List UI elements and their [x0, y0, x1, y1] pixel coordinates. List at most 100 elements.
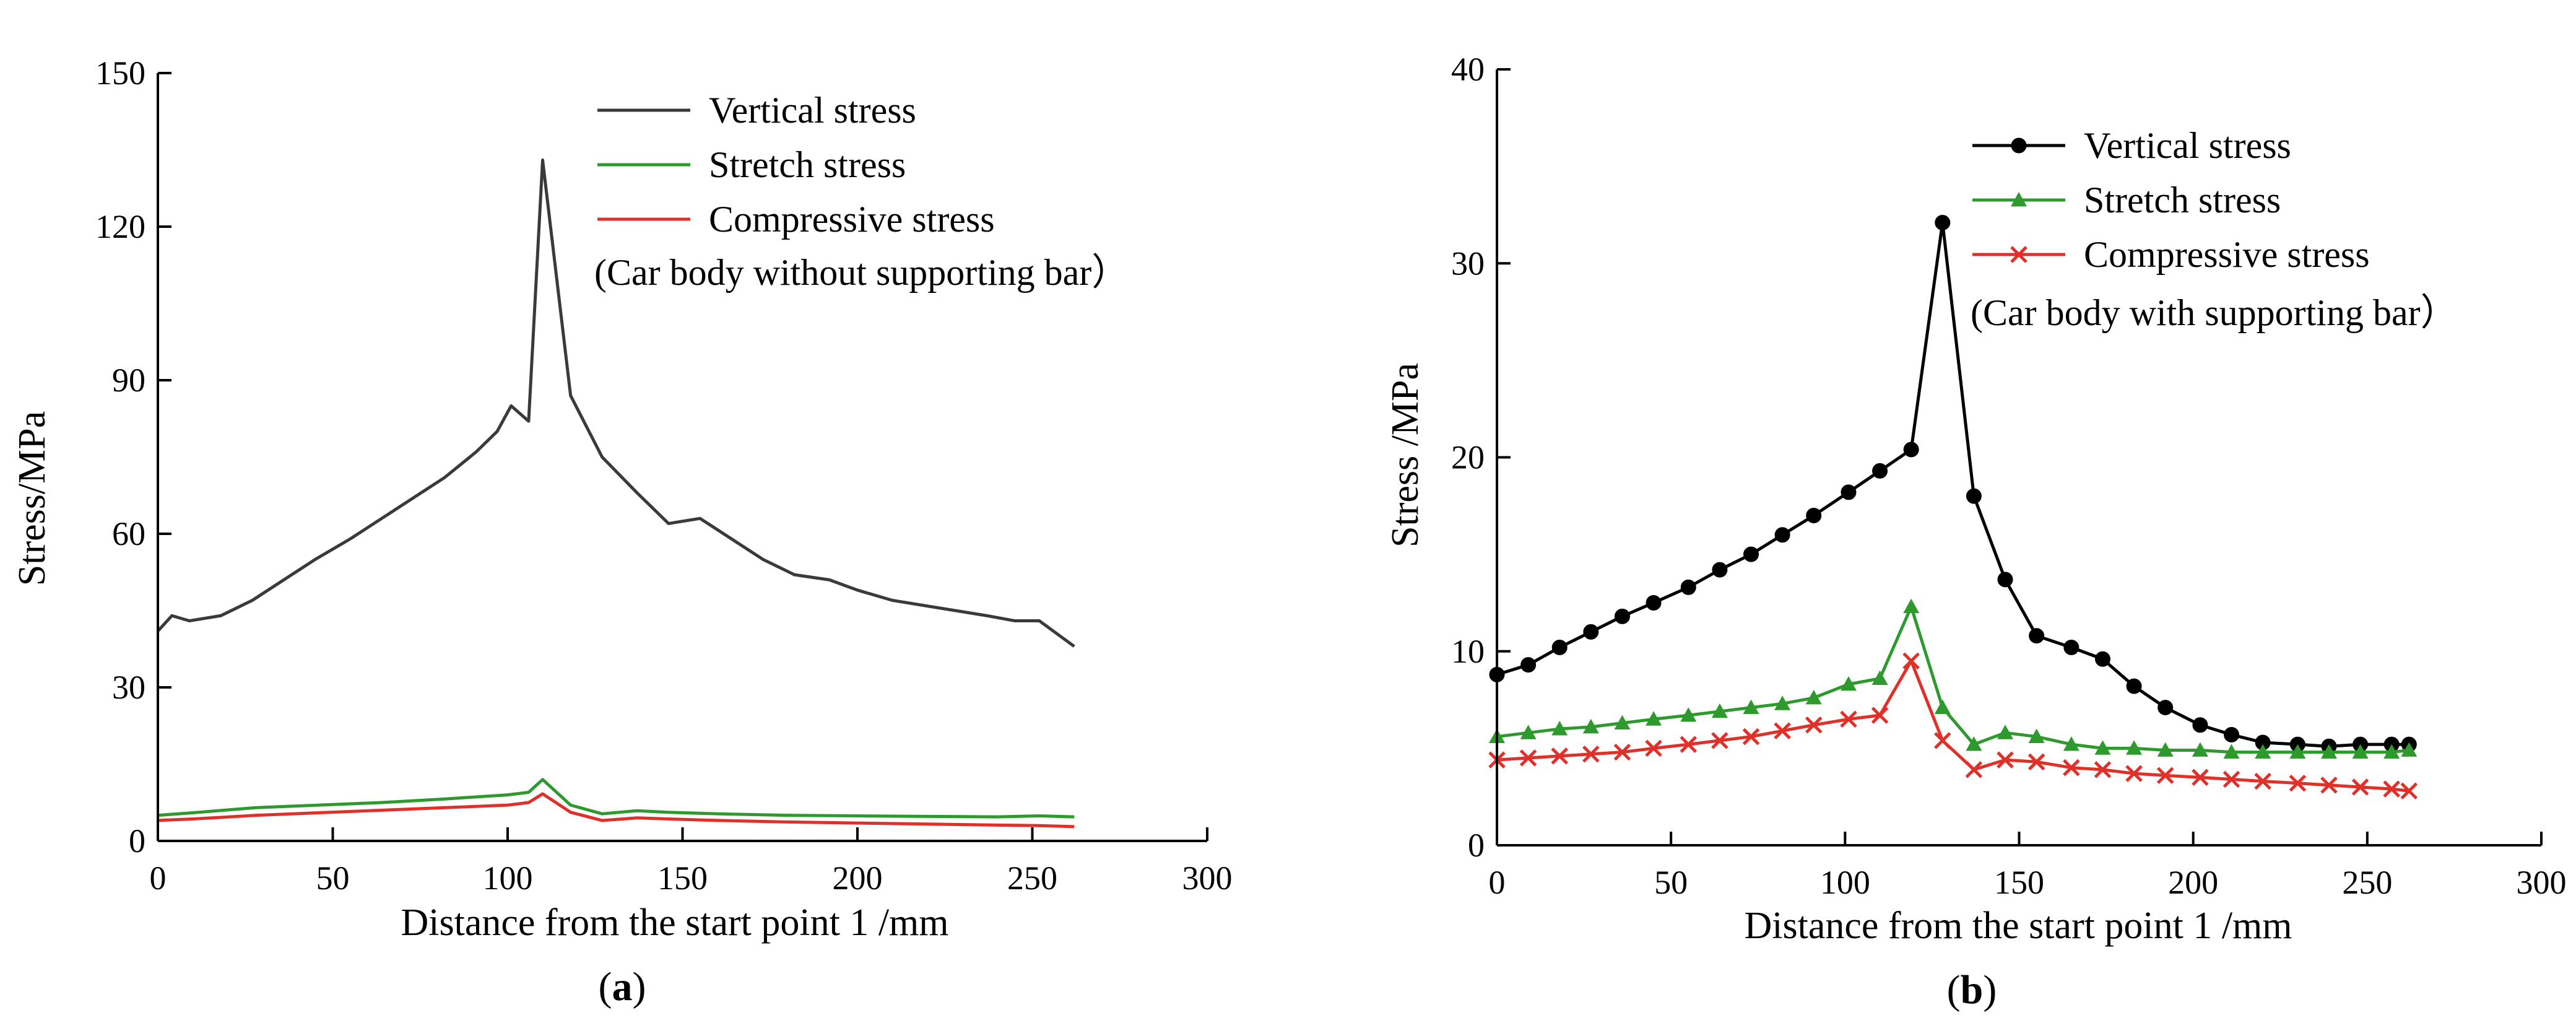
plot-area-a: [157, 159, 1075, 829]
y-tick-label-b: 10: [1451, 633, 1485, 670]
y-tick-label-b: 30: [1451, 245, 1485, 282]
data-point-b-0: [1680, 579, 1696, 595]
data-point-b-2: [1742, 728, 1760, 746]
x-tick-label-a: 50: [316, 860, 350, 897]
data-point-b-2: [1805, 716, 1823, 734]
data-point-b-1: [1840, 676, 1857, 691]
data-point-b-0: [2029, 628, 2045, 644]
data-point-b-0: [1966, 488, 1982, 504]
data-point-b-0: [2126, 678, 2142, 694]
data-point-b-2: [1965, 761, 1983, 778]
legend-marker-b-0: [2011, 137, 2027, 154]
x-tick-label-a: 100: [483, 860, 533, 897]
data-point-b-2: [1934, 732, 1951, 749]
data-point-b-0: [1774, 527, 1790, 543]
data-point-b-1: [2289, 744, 2306, 759]
plot-area-b: [1488, 214, 2418, 800]
data-point-b-2: [1711, 732, 1728, 749]
x-tick-label-b: 100: [1820, 864, 1870, 901]
data-point-b-0: [1806, 507, 1822, 523]
data-point-b-1: [2320, 744, 2337, 759]
y-axis-title-b: Stress /MPa: [1384, 363, 1426, 547]
data-point-b-2: [2156, 767, 2174, 784]
y-tick-label-b: 0: [1468, 827, 1485, 864]
x-axis-title-b: Distance from the start point 1 /mm: [1744, 905, 2292, 947]
y-tick-label-a: 150: [95, 54, 145, 92]
legend-label-b-2: Compressive stress: [2084, 234, 2370, 275]
legend-label-a-1: Stretch stress: [709, 144, 906, 185]
data-point-b-1: [2352, 744, 2369, 759]
data-point-b-0: [1614, 608, 1630, 624]
data-point-b-0: [1743, 546, 1759, 562]
data-point-b-1: [1520, 725, 1537, 739]
data-point-b-1: [1871, 670, 1888, 686]
data-point-b-0: [1551, 639, 1568, 655]
chart-panel-a: 0 50 100 150 200 250 300 0 30 60 90 120 150 Stress/M…: [11, 54, 1233, 1009]
data-point-b-1: [1680, 707, 1697, 722]
data-point-b-2: [2223, 770, 2240, 788]
series-line-b-1: [1496, 605, 2409, 754]
x-tick-label-a: 0: [150, 860, 167, 897]
data-point-b-0: [2224, 726, 2240, 742]
legend-b: Vertical stress Stretch stress Compressive…: [1972, 125, 2370, 275]
annotation-b: (Car body with supporting bar）: [1971, 292, 2458, 333]
data-point-b-2: [1774, 722, 1791, 739]
data-point-b-1: [1711, 703, 1728, 718]
legend-label-a-0: Vertical stress: [709, 90, 916, 131]
series-line-a-0: [157, 159, 1075, 648]
x-tick-label-b: 250: [2342, 864, 2392, 901]
annotation-a: (Car body without supporting bar）: [594, 252, 1129, 293]
data-point-b-1: [1934, 699, 1951, 714]
data-point-b-1: [2223, 744, 2240, 759]
data-point-b-2: [2125, 765, 2143, 782]
data-point-b-2: [1997, 751, 2014, 768]
data-point-b-2: [2027, 753, 2045, 771]
data-point-b-2: [2254, 772, 2271, 790]
panel-label-b: (b): [1947, 967, 1997, 1012]
data-point-b-0: [2192, 717, 2208, 733]
data-point-b-2: [1902, 652, 1920, 670]
data-point-b-0: [1520, 657, 1537, 673]
data-point-b-0: [1583, 624, 1599, 640]
data-point-b-0: [1872, 463, 1888, 479]
data-point-b-2: [2063, 759, 2080, 777]
x-axis-title-a: Distance from the start point 1 /mm: [401, 902, 948, 944]
data-point-b-2: [2094, 761, 2112, 778]
x-tick-label-a: 300: [1182, 860, 1233, 897]
data-point-b-2: [2289, 774, 2307, 792]
data-point-b-1: [1903, 598, 1920, 614]
data-point-b-0: [2094, 651, 2110, 667]
data-point-b-1: [2255, 744, 2271, 759]
x-tick-label-a: 200: [833, 860, 883, 897]
data-point-b-1: [2028, 728, 2045, 743]
data-point-b-2: [2383, 780, 2400, 798]
legend-label-b-1: Stretch stress: [2084, 180, 2281, 220]
data-point-b-1: [1997, 725, 2014, 739]
data-point-b-2: [1645, 739, 1662, 757]
axes-a: 0 50 100 150 200 250 300 0 30 60 90 120 150: [95, 54, 1233, 897]
data-point-b-1: [1582, 718, 1599, 734]
legend-marker-b-2: [2010, 246, 2027, 263]
y-tick-label-a: 90: [112, 362, 145, 399]
legend-label-b-0: Vertical stress: [2084, 125, 2291, 166]
data-point-b-0: [1712, 562, 1728, 578]
data-point-b-0: [1935, 214, 1951, 230]
data-point-b-2: [1871, 707, 1889, 724]
x-tick-label-a: 150: [657, 860, 708, 897]
legend-label-a-2: Compressive stress: [709, 199, 995, 240]
data-point-b-1: [2094, 740, 2111, 755]
data-point-b-2: [2400, 782, 2418, 800]
data-point-b-1: [1805, 689, 1822, 705]
data-point-b-0: [2158, 700, 2174, 716]
data-point-b-0: [1903, 442, 1919, 458]
data-point-b-1: [2126, 740, 2143, 755]
data-point-b-1: [2401, 742, 2418, 757]
data-point-b-1: [2063, 736, 2079, 751]
data-point-b-1: [1646, 711, 1662, 726]
data-point-b-1: [1743, 699, 1759, 714]
x-tick-label-b: 150: [1994, 864, 2044, 901]
legend-a: Vertical stress Stretch stress Compressive…: [597, 90, 995, 240]
data-point-b-0: [1997, 572, 2013, 588]
